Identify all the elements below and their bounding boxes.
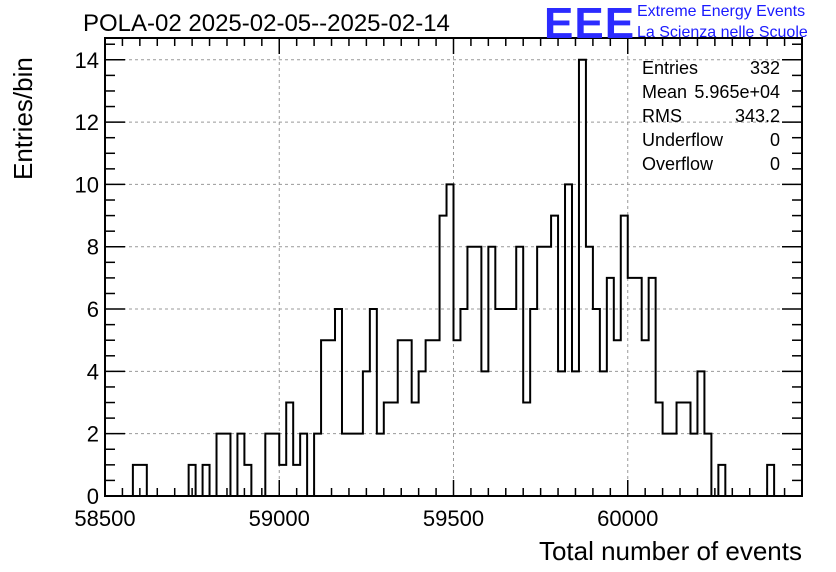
stat-value: 0 xyxy=(769,154,780,174)
x-tick-label: 58500 xyxy=(74,506,135,531)
axis-ticks xyxy=(104,38,802,497)
y-tick-label: 12 xyxy=(75,110,99,135)
stat-label: Underflow xyxy=(642,130,724,150)
logo-line-2: La Scienza nelle Scuole xyxy=(637,24,808,41)
stat-value: 0 xyxy=(769,130,780,150)
stat-label: Mean xyxy=(642,82,688,102)
x-tick-label: 59500 xyxy=(423,506,484,531)
chart-title: POLA-02 2025-02-05--2025-02-14 xyxy=(83,10,450,37)
plot-frame xyxy=(104,37,803,497)
y-tick-label: 2 xyxy=(87,422,99,447)
stats-box: Entries 332 Mean 5.965e+04 RMS 343.2 Und… xyxy=(642,58,780,178)
y-tick-label: 0 xyxy=(87,484,99,509)
stat-value: 5.965e+04 xyxy=(694,82,780,102)
stat-label: RMS xyxy=(642,106,682,126)
stat-rms: RMS 343.2 xyxy=(642,106,780,130)
y-tick-label: 8 xyxy=(87,235,99,260)
eee-logo: EEE xyxy=(544,0,636,48)
tick-labels: 58500 59000 59500 60000 0 2 4 6 8 10 12 14 xyxy=(74,48,658,531)
y-tick-label: 4 xyxy=(87,359,99,384)
y-tick-label: 6 xyxy=(87,297,99,322)
x-axis-label: Total number of events xyxy=(538,536,802,566)
stat-mean: Mean 5.965e+04 xyxy=(642,82,780,106)
stat-overflow: Overflow 0 xyxy=(642,154,780,178)
stat-entries: Entries 332 xyxy=(642,58,780,82)
y-tick-label: 10 xyxy=(75,172,99,197)
x-tick-label: 59000 xyxy=(249,506,310,531)
logo-line-1: Extreme Energy Events xyxy=(637,3,806,20)
stat-value: 332 xyxy=(749,58,780,78)
y-tick-label: 14 xyxy=(75,48,99,73)
stat-label: Entries xyxy=(642,58,699,78)
y-axis-label: Entries/bin xyxy=(8,57,38,180)
x-tick-label: 60000 xyxy=(597,506,658,531)
stat-value: 343.2 xyxy=(734,106,780,126)
stat-underflow: Underflow 0 xyxy=(642,130,780,154)
stat-label: Overflow xyxy=(642,154,714,174)
